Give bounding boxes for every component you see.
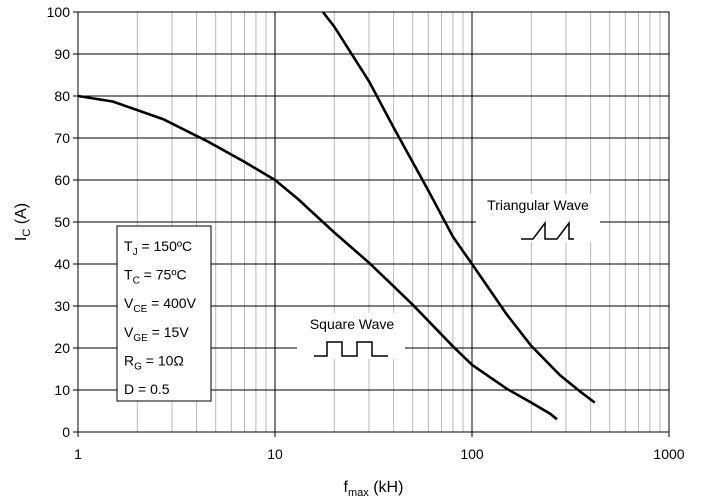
y-tick-label: 80 xyxy=(54,88,70,104)
y-tick-label: 10 xyxy=(54,382,70,398)
y-axis-label-tail: (A) xyxy=(13,203,30,229)
y-tick-label: 30 xyxy=(54,298,70,314)
triangular-wave-icon xyxy=(521,220,574,240)
triangular-wave-label-bg xyxy=(476,194,600,242)
y-tick-label: 50 xyxy=(54,214,70,230)
x-axis-label-tail: (kH) xyxy=(369,479,404,496)
x-tick-label: 100 xyxy=(460,446,484,462)
condition-line: TC = 75ºC xyxy=(124,267,187,287)
y-tick-label: 90 xyxy=(54,46,70,62)
conditions-box xyxy=(116,225,212,402)
series-group xyxy=(77,11,596,421)
conditions-list: TJ = 150ºC TC = 75ºC VCE = 400V VGE = 15V RG… xyxy=(124,238,197,397)
y-tick-label: 40 xyxy=(54,256,70,272)
series-line-square-wave xyxy=(77,94,558,421)
triangular-wave-label: Triangular Wave xyxy=(487,197,589,213)
y-axis-label-sub: C xyxy=(21,229,33,237)
square-wave-icon xyxy=(314,341,388,357)
y-tick-label: 0 xyxy=(62,424,70,440)
condition-line: TJ = 150ºC xyxy=(124,238,192,258)
y-tick-label: 60 xyxy=(54,172,70,188)
y-axis-label: IC (A) xyxy=(13,203,33,241)
condition-line: D = 0.5 xyxy=(124,381,170,397)
x-tick-label: 1000 xyxy=(653,446,684,462)
y-axis-ticks: 0 10 20 30 40 50 60 70 80 90 100 xyxy=(47,4,78,440)
x-axis-label-sub: max xyxy=(348,487,369,499)
condition-line: VGE = 15V xyxy=(124,324,189,344)
condition-line: RG = 10Ω xyxy=(124,352,184,372)
x-tick-label: 1 xyxy=(74,446,82,462)
condition-line: VCE = 400V xyxy=(124,295,197,315)
x-axis-label-main: f xyxy=(344,479,349,496)
x-axis-ticks: 1 10 100 1000 xyxy=(74,432,685,462)
y-tick-label: 20 xyxy=(54,340,70,356)
square-wave-label-bg xyxy=(297,313,405,359)
y-tick-label: 100 xyxy=(47,4,71,20)
x-axis-label: fmax (kH) xyxy=(344,479,404,499)
y-axis-label-main: I xyxy=(13,237,30,241)
square-wave-label: Square Wave xyxy=(310,316,395,332)
y-tick-label: 70 xyxy=(54,130,70,146)
x-tick-label: 10 xyxy=(267,446,283,462)
series-line-triangular-wave xyxy=(321,11,596,404)
